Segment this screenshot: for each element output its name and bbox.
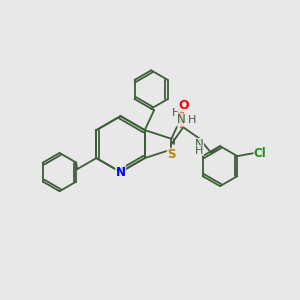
Text: N: N [177,113,185,127]
Text: N: N [116,166,126,178]
Text: S: S [167,148,176,161]
Text: H: H [172,108,180,118]
Text: H: H [188,115,196,125]
Text: H: H [195,146,204,156]
Text: Cl: Cl [254,147,266,160]
Text: N: N [195,138,204,151]
Text: O: O [178,99,188,112]
